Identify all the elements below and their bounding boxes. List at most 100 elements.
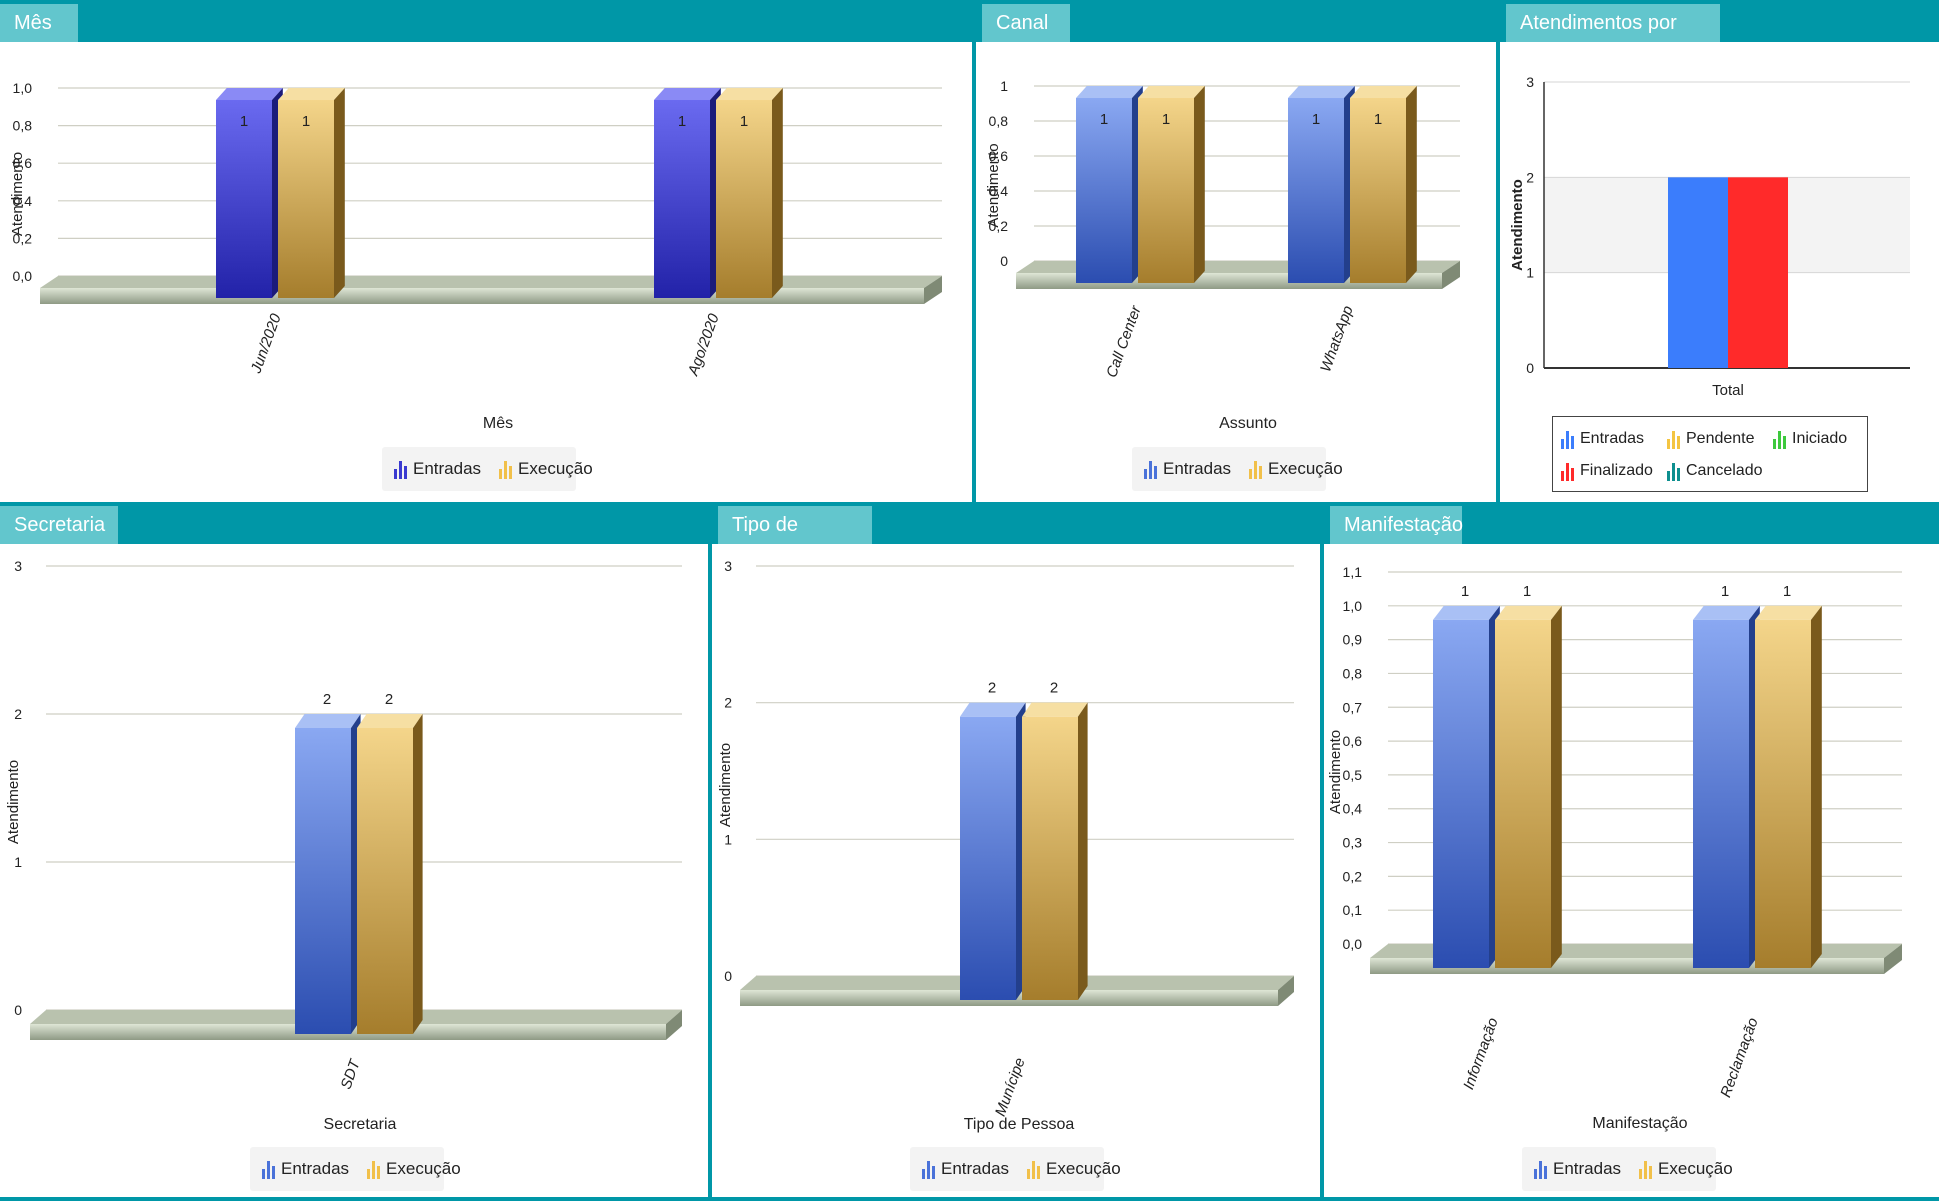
x-tick-label: Total <box>1712 382 1744 399</box>
legend-item-entradas[interactable]: Entradas <box>1561 429 1644 449</box>
legend-item-entradas[interactable]: Entradas <box>1144 459 1231 479</box>
legend-label: Execução <box>386 1159 461 1178</box>
legend-label: Pendente <box>1686 430 1755 447</box>
legend-label: Cancelado <box>1686 462 1763 479</box>
data-label: 1 <box>1783 583 1791 600</box>
y-tick-label: 0 <box>724 968 732 984</box>
bar-top <box>1138 86 1205 98</box>
panel-tab-secretaria[interactable]: Secretaria <box>0 506 118 544</box>
y-axis-label: Atendimento <box>5 760 22 844</box>
chart-status: 0 1 2 3 Total Atendimento <box>1509 74 1910 399</box>
panel-secretaria: Secretaria 0 1 2 3 Atendimento 2 2 SDT Secretari… <box>0 502 712 1201</box>
bar-chart-icon <box>1027 1159 1041 1179</box>
bar-execuo <box>1755 619 1811 968</box>
bar-chart-icon <box>1561 429 1574 449</box>
bar-chart-icon <box>1667 429 1680 449</box>
x-axis-label: Mês <box>483 415 513 432</box>
panel-divider <box>1496 0 1500 502</box>
bar-top <box>295 714 361 728</box>
y-tick-label: 3 <box>14 558 22 574</box>
bar-execuo <box>1138 98 1194 283</box>
legend-item-entradas[interactable]: Entradas <box>922 1159 1009 1179</box>
legend-item-execucao[interactable]: Execução <box>499 459 593 479</box>
bar-top <box>1755 605 1822 620</box>
legend-item-execucao[interactable]: Execução <box>1249 459 1343 479</box>
y-tick-label: 0 <box>1000 253 1008 269</box>
panel-tab-mes[interactable]: Mês <box>0 4 78 42</box>
legend-item-cancelado[interactable]: Cancelado <box>1667 461 1763 481</box>
panel-status: Atendimentos por Status 0 1 2 3 Total Atendim… <box>1500 0 1939 502</box>
y-axis-label: Atendimento <box>717 743 734 827</box>
y-tick-label: 1,0 <box>13 80 33 96</box>
chart-floor-top <box>40 276 942 288</box>
panel-mes: Mês 0,0 0,2 0,4 0,6 0,8 1,0 Atendimento 1 1 Jun/2… <box>0 0 976 502</box>
bar-side <box>772 88 783 298</box>
x-tick-label: Reclamação <box>1717 1016 1761 1100</box>
legend-item-execucao[interactable]: Execução <box>1027 1159 1121 1179</box>
panel-header <box>0 0 976 42</box>
legend-item-entradas[interactable]: Entradas <box>262 1159 349 1179</box>
bar-top <box>716 88 783 100</box>
bar-top <box>357 714 423 728</box>
panel-tab-status[interactable]: Atendimentos por Status <box>1506 4 1720 72</box>
y-tick-label: 0,2 <box>1343 868 1363 884</box>
chart-floor-side <box>666 1010 682 1040</box>
legend-item-pendente[interactable]: Pendente <box>1667 429 1755 449</box>
y-tick-label: 1,1 <box>1343 564 1363 580</box>
chart-manifestacao: 0,0 0,1 0,2 0,3 0,4 0,5 0,6 0,7 0,8 0,9 1,0 1,1 Aten… <box>1327 564 1902 1132</box>
y-tick-label: 0,7 <box>1343 699 1363 715</box>
legend-item-entradas[interactable]: Entradas <box>1534 1159 1621 1179</box>
y-tick-label: 0,8 <box>1343 665 1363 681</box>
bar-top <box>216 88 283 100</box>
data-label: 1 <box>1100 111 1108 128</box>
y-tick-label: 1 <box>1526 265 1534 281</box>
data-label: 1 <box>678 113 686 130</box>
x-axis-label: Manifestação <box>1592 1115 1687 1132</box>
panel-divider <box>1320 502 1324 1201</box>
y-tick-label: 2 <box>14 706 22 722</box>
panel-tab-manifestacao[interactable]: Manifestação <box>1330 506 1463 544</box>
legend-label: Finalizado <box>1580 462 1653 479</box>
legend-label: Execução <box>518 459 593 478</box>
y-tick-label: 0,0 <box>13 268 33 284</box>
panel-tab-tipo-pessoa[interactable]: Tipo de Pessoa <box>718 506 872 574</box>
legend-label: Entradas <box>1163 459 1232 478</box>
legend-label: Execução <box>1268 459 1343 478</box>
legend-item-iniciado[interactable]: Iniciado <box>1773 429 1847 449</box>
legend-label: Entradas <box>281 1159 350 1178</box>
legend-status: Entradas Pendente Iniciado Finalizado Ca… <box>1552 416 1868 492</box>
y-tick-label: 0,0 <box>1343 936 1363 952</box>
bar-side <box>1406 86 1417 283</box>
legend-item-entradas[interactable]: Entradas <box>394 459 481 479</box>
bar-entradas <box>1076 98 1132 283</box>
legend-secretaria: Entradas Execução <box>250 1147 461 1191</box>
bar-side <box>413 714 423 1034</box>
legend-item-execucao[interactable]: Execução <box>367 1159 461 1179</box>
legend-item-finalizado[interactable]: Finalizado <box>1561 461 1653 481</box>
bar-chart-icon <box>1534 1159 1547 1179</box>
y-tick-label: 0,9 <box>1343 632 1363 648</box>
legend-label: Entradas <box>413 459 482 478</box>
legend-manifestacao: Entradas Execução <box>1522 1147 1733 1191</box>
chart-floor-side <box>924 276 942 304</box>
y-tick-label: 0 <box>14 1002 22 1018</box>
y-tick-label: 0 <box>1526 360 1534 376</box>
bar-execuo <box>1495 619 1551 968</box>
bar-top <box>654 88 721 100</box>
legend-item-execucao[interactable]: Execução <box>1639 1159 1733 1179</box>
data-label: 1 <box>1523 583 1531 600</box>
panel-tab-canal[interactable]: Canal <box>982 4 1070 42</box>
bar-chart-icon <box>499 459 513 479</box>
panel-bottom-border <box>712 1197 1324 1201</box>
bar-top <box>960 702 1026 717</box>
data-label: 1 <box>1162 111 1170 128</box>
bar-chart-icon <box>262 1159 275 1179</box>
legend-label: Execução <box>1046 1159 1121 1178</box>
y-tick-label: 0,8 <box>989 113 1009 129</box>
bar-top <box>1433 605 1500 620</box>
data-label: 1 <box>1374 111 1382 128</box>
bar-entradas <box>216 100 272 298</box>
bar-top <box>1022 702 1088 717</box>
bar-top <box>1495 605 1562 620</box>
